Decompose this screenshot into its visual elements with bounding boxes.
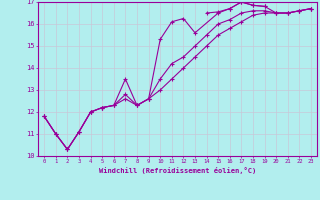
X-axis label: Windchill (Refroidissement éolien,°C): Windchill (Refroidissement éolien,°C) [99,167,256,174]
